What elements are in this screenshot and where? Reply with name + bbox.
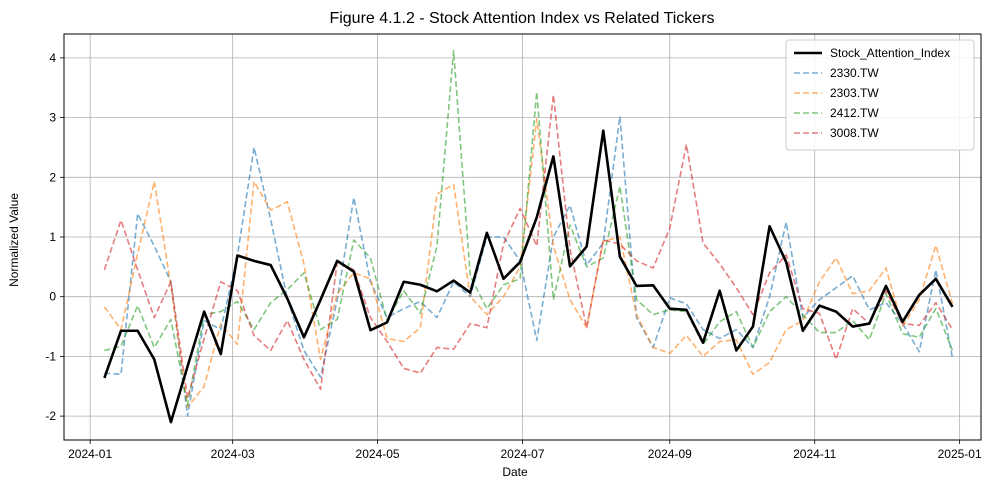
x-tick-label: 2024-07 <box>500 447 544 461</box>
legend-box <box>785 39 975 151</box>
x-tick-label: 2024-09 <box>648 447 692 461</box>
legend-label: Stock_Attention_Index <box>830 46 950 60</box>
plot-series <box>103 49 954 424</box>
y-tick-label: 3 <box>49 111 56 125</box>
x-axis-label: Date <box>502 465 528 479</box>
series-line-stock-attention-index <box>103 129 954 424</box>
x-tick-label: 2024-03 <box>211 447 255 461</box>
series-line-3008-tw <box>103 94 954 400</box>
legend-label: 2330.TW <box>830 66 879 80</box>
y-tick-label: 2 <box>49 170 56 184</box>
y-axis-label: Normalized Value <box>7 193 21 287</box>
legend-label: 2303.TW <box>830 86 879 100</box>
x-tick-label: 2025-01 <box>938 447 982 461</box>
x-tick-label: 2024-05 <box>356 447 400 461</box>
legend: Stock_Attention_Index 2330.TW 2303.TW 2412.… <box>785 39 975 151</box>
y-tick-label: -1 <box>45 349 56 363</box>
legend-label: 3008.TW <box>830 126 879 140</box>
series-line-2330-tw <box>104 115 954 417</box>
x-tick-label: 2024-01 <box>68 447 112 461</box>
y-tick-label: 1 <box>49 230 56 244</box>
chart-title: Figure 4.1.2 - Stock Attention Index vs … <box>329 10 714 27</box>
axis-ticks: 2024-01 2024-03 2024-05 2024-07 2024-09 2024-… <box>45 51 982 461</box>
y-tick-label: 0 <box>49 290 56 304</box>
legend-label: 2412.TW <box>830 106 879 120</box>
x-tick-label: 2024-11 <box>793 447 836 461</box>
y-tick-label: -2 <box>45 409 56 423</box>
grid-lines <box>64 34 981 440</box>
series-line-2412-tw <box>104 49 954 407</box>
y-tick-label: 4 <box>49 51 56 65</box>
